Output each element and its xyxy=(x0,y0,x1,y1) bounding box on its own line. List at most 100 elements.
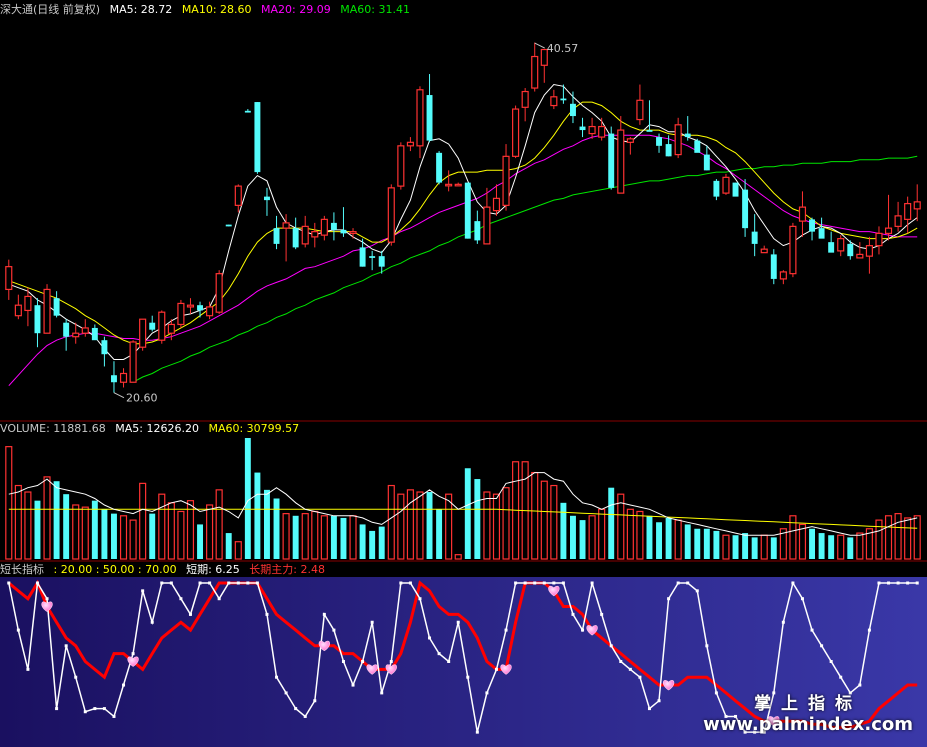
volume-bar xyxy=(311,510,319,560)
candle-body xyxy=(91,327,98,341)
candle xyxy=(570,91,576,124)
candle-body xyxy=(531,55,539,89)
candle xyxy=(828,231,835,253)
volume-panel xyxy=(5,438,921,560)
candle xyxy=(636,84,644,125)
indicator-panel xyxy=(7,579,919,734)
candle xyxy=(24,287,32,327)
candle xyxy=(197,301,203,318)
short-term-point xyxy=(380,691,384,695)
short-term-point xyxy=(332,628,336,632)
short-term-point xyxy=(284,691,288,695)
short-term-point xyxy=(887,581,891,585)
candle xyxy=(617,116,625,194)
short-term-point xyxy=(351,683,355,687)
candle-body xyxy=(875,232,883,247)
candle xyxy=(770,249,777,285)
volume-bar xyxy=(856,532,864,560)
volume-bar xyxy=(828,535,835,559)
volume-bar xyxy=(847,537,854,559)
volume-bar xyxy=(24,491,32,560)
watermark-title: 掌上指标 xyxy=(754,694,863,714)
candle-body xyxy=(397,145,405,187)
candle-body xyxy=(703,154,710,171)
candle-body xyxy=(732,182,739,197)
volume-bar xyxy=(474,479,481,559)
legend-ma60: MA60: 31.41 xyxy=(340,3,410,16)
short-term-point xyxy=(198,581,202,585)
candle-body xyxy=(626,138,634,143)
legend-vol-ma60: MA60: 30799.57 xyxy=(208,422,300,435)
short-term-point xyxy=(523,581,527,585)
candle-body xyxy=(694,140,701,153)
volume-bar xyxy=(101,509,108,559)
volume-bar xyxy=(483,491,491,560)
candle-body xyxy=(483,206,491,245)
short-term-point xyxy=(456,620,460,624)
candle xyxy=(445,170,453,192)
short-term-point xyxy=(877,581,881,585)
volume-bar xyxy=(139,482,147,560)
candle-body xyxy=(665,144,672,157)
short-term-point xyxy=(399,581,403,585)
candle xyxy=(129,340,137,383)
low-price-label: 20.60 xyxy=(126,392,158,405)
short-term-point xyxy=(638,675,642,679)
candle xyxy=(722,173,730,195)
short-term-point xyxy=(227,581,231,585)
candle-body xyxy=(598,125,606,138)
short-term-point xyxy=(246,581,250,585)
short-term-point xyxy=(265,612,269,616)
short-term-point xyxy=(810,628,814,632)
candle-body xyxy=(837,238,845,252)
candle-body xyxy=(809,219,815,232)
candle-body xyxy=(63,322,70,337)
candle xyxy=(254,102,261,174)
candle-body xyxy=(894,215,902,227)
ma20-line xyxy=(8,134,918,387)
candle xyxy=(320,215,328,241)
volume-bar xyxy=(540,480,548,560)
candle-body xyxy=(521,90,529,108)
short-term-point xyxy=(552,581,556,585)
candle xyxy=(579,117,586,138)
short-term-point xyxy=(734,714,738,718)
candle xyxy=(798,191,807,237)
short-term-point xyxy=(322,612,326,616)
indicator-levels: : 20.00 : 50.00 : 70.00 xyxy=(53,563,177,576)
short-term-point xyxy=(74,675,78,679)
short-term-point xyxy=(408,581,412,585)
volume-bar xyxy=(894,513,902,560)
short-term-point xyxy=(131,652,135,656)
buy-signal-marker xyxy=(385,664,397,675)
candle-body xyxy=(856,253,864,259)
short-term-point xyxy=(294,707,298,711)
short-term-point xyxy=(858,683,862,687)
short-term-point xyxy=(714,691,718,695)
short-term-point xyxy=(762,730,766,734)
candle-body xyxy=(359,247,366,267)
volume-bar xyxy=(904,517,912,560)
candle-body xyxy=(416,89,424,147)
volume-bar xyxy=(273,498,280,559)
buy-signal-marker xyxy=(663,680,675,691)
candle-body xyxy=(320,218,328,236)
volume-bar xyxy=(579,520,586,559)
candle xyxy=(713,179,720,201)
buy-signal-marker xyxy=(768,716,780,727)
candle xyxy=(894,201,902,232)
volume-bar xyxy=(732,535,739,559)
volume-bar xyxy=(588,515,596,560)
candle xyxy=(63,319,70,351)
short-term-point xyxy=(561,581,565,585)
short-term-point xyxy=(389,660,393,663)
candle-body xyxy=(225,224,232,227)
candle xyxy=(53,291,60,318)
volume-bar xyxy=(119,515,128,560)
candle-body xyxy=(502,155,510,206)
candle xyxy=(387,184,395,246)
candle-body xyxy=(378,256,385,267)
ma10-line xyxy=(8,101,918,345)
candle xyxy=(158,310,166,344)
